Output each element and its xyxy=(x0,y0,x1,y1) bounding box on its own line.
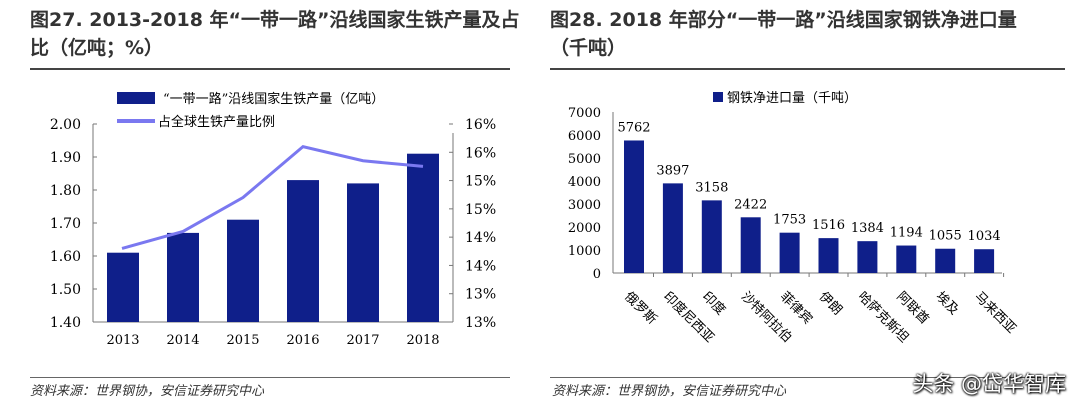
bar xyxy=(227,219,259,322)
right-chart-title: 图28. 2018 年部分“一带一路”沿线国家钢铁净进口量 （千吨） xyxy=(550,6,1017,62)
x-tick-label: 马来西亚 xyxy=(971,289,1018,336)
title-line: （千吨） xyxy=(550,37,627,59)
right-source: 资料来源：世界钢协，安信证券研究中心 xyxy=(552,384,787,399)
x-tick-label: 阿联酋 xyxy=(893,289,932,328)
x-tick-label: 伊朗 xyxy=(816,289,845,318)
x-tick-label: 2013 xyxy=(106,333,139,348)
data-label: 5762 xyxy=(617,120,650,135)
data-label: 2422 xyxy=(734,197,767,212)
title-line: 图28. 2018 年部分“一带一路”沿线国家钢铁净进口量 xyxy=(550,9,1017,31)
watermark: 头条 @岱华智库 xyxy=(912,372,1066,396)
y-tick-label: 1.60 xyxy=(50,249,81,265)
bar xyxy=(624,140,644,273)
y-tick-label: 1.70 xyxy=(50,216,81,232)
bar xyxy=(740,217,761,273)
y-tick-label: 7000 xyxy=(568,106,601,121)
y2-tick-label: 15% xyxy=(465,174,496,190)
bar xyxy=(701,200,722,273)
bar xyxy=(287,180,319,322)
data-label: 3158 xyxy=(695,180,728,195)
line-series xyxy=(121,144,424,250)
data-label: 1055 xyxy=(929,229,962,244)
y-tick-label: 5000 xyxy=(568,152,601,167)
bar xyxy=(347,183,379,322)
data-label: 3897 xyxy=(656,163,689,178)
y2-tick-label: 16% xyxy=(465,145,496,161)
divider xyxy=(30,68,510,70)
left-chart-title: 图27. 2013-2018 年“一带一路”沿线国家生铁产量及占 比（亿吨；%） xyxy=(30,6,520,62)
x-tick-label: 埃及 xyxy=(932,289,961,318)
bar xyxy=(974,249,995,273)
bar xyxy=(818,238,839,273)
x-tick-label: 菲律宾 xyxy=(777,289,816,328)
y2-tick-label: 14% xyxy=(465,258,496,274)
x-tick-label: 2016 xyxy=(286,333,319,348)
x-tick-label: 2017 xyxy=(346,333,379,348)
bar xyxy=(167,232,199,322)
y-tick-label: 2.00 xyxy=(50,117,81,133)
x-tick-label: 印度 xyxy=(699,289,729,319)
x-tick-label: 俄罗斯 xyxy=(621,289,659,327)
legend-bar-label: “一带一路”沿线国家生铁产量（亿吨） xyxy=(163,91,384,107)
y-tick-label: 1.90 xyxy=(50,150,81,166)
left-source: 资料来源：世界钢协，安信证券研究中心 xyxy=(30,384,265,399)
divider xyxy=(550,377,1065,378)
legend-swatch xyxy=(713,92,723,102)
y-tick-label: 1000 xyxy=(568,244,601,259)
bar xyxy=(662,183,683,273)
data-label: 1753 xyxy=(773,213,806,228)
y2-tick-label: 14% xyxy=(465,230,496,246)
y-tick-label: 1.80 xyxy=(50,183,81,199)
title-line: 比（亿吨；%） xyxy=(30,37,164,59)
y2-tick-label: 15% xyxy=(465,202,496,218)
y-tick-label: 3000 xyxy=(568,198,601,213)
divider xyxy=(550,68,1065,70)
y-tick-label: 2000 xyxy=(568,221,601,236)
bar xyxy=(107,252,139,322)
bar xyxy=(935,248,956,273)
legend-line-label: 占全球生铁产量比例 xyxy=(158,114,275,130)
bar xyxy=(857,241,878,273)
y2-tick-label: 16% xyxy=(465,117,496,133)
data-label: 1034 xyxy=(968,229,1001,244)
y-tick-label: 0 xyxy=(593,267,601,282)
x-tick-label: 2014 xyxy=(166,333,199,348)
divider xyxy=(30,377,510,378)
x-tick-label: 2018 xyxy=(406,333,439,348)
bar xyxy=(896,245,917,273)
y2-tick-label: 13% xyxy=(465,287,496,303)
data-label: 1194 xyxy=(890,226,923,241)
y-tick-label: 1.50 xyxy=(50,282,81,298)
title-line: 图27. 2013-2018 年“一带一路”沿线国家生铁产量及占 xyxy=(30,9,520,31)
x-tick-label: 2015 xyxy=(226,333,259,348)
data-label: 1516 xyxy=(812,218,845,233)
legend-label: 钢铁净进口量（千吨） xyxy=(727,91,857,106)
y-tick-label: 4000 xyxy=(568,175,601,190)
bar xyxy=(407,153,439,322)
y-tick-label: 1.40 xyxy=(50,315,81,331)
y2-tick-label: 13% xyxy=(465,315,496,331)
bar xyxy=(779,232,800,273)
legend-bar-swatch xyxy=(117,92,155,104)
y-tick-label: 6000 xyxy=(568,129,601,144)
data-label: 1384 xyxy=(851,221,884,236)
